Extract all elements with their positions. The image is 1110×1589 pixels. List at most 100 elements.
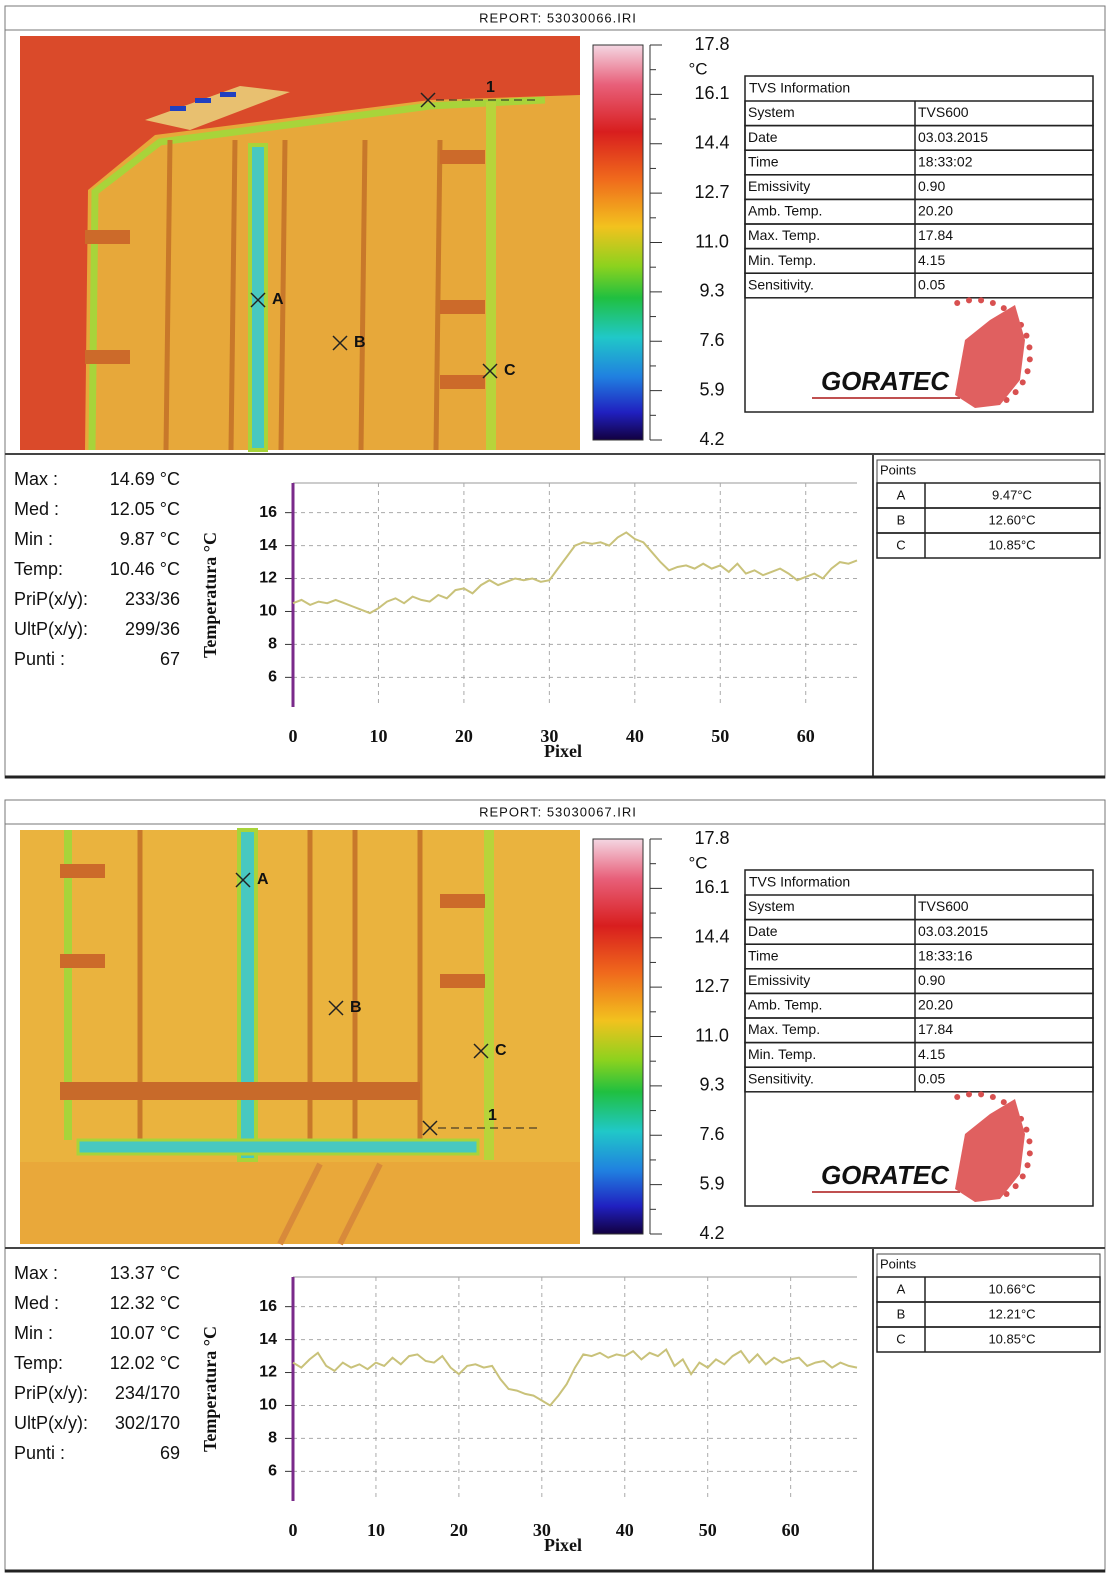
stat-value: 234/170	[115, 1383, 180, 1403]
lamp-cell	[195, 98, 211, 103]
stat-value: 10.46 °C	[110, 559, 180, 579]
logo-star	[1024, 1162, 1031, 1169]
point-value: 12.21°C	[988, 1306, 1035, 1321]
colorbar-label: 16.1	[694, 83, 729, 103]
stat-value: 69	[160, 1443, 180, 1463]
stat-value: 12.05 °C	[110, 499, 180, 519]
bracket	[440, 375, 485, 389]
info-title: TVS Information	[749, 80, 850, 96]
colorbar-label: 9.3	[699, 281, 724, 301]
logo-star	[1024, 368, 1031, 375]
stat-label: Max :	[14, 1263, 58, 1283]
x-tick-label: 30	[533, 1520, 551, 1540]
colorbar-label: 11.0	[695, 231, 729, 251]
hot-area	[20, 36, 580, 450]
colorbar-label: 17.8	[694, 828, 729, 848]
logo-map	[955, 1099, 1025, 1202]
x-tick-label: 0	[289, 726, 298, 746]
point-value: 10.85°C	[988, 1331, 1035, 1346]
marker-cross	[328, 1000, 344, 1016]
x-tick-label: 60	[797, 726, 815, 746]
logo-star	[954, 1093, 961, 1100]
info-value: 4.15	[918, 1046, 945, 1062]
marker-label: C	[504, 362, 516, 379]
stat-value: 302/170	[115, 1413, 180, 1433]
colorbar-label: 16.1	[694, 877, 729, 897]
points-title: Points	[880, 462, 917, 477]
y-tick-label: 10	[259, 1397, 277, 1414]
x-axis-label: Pixel	[544, 1535, 582, 1555]
rib	[163, 139, 173, 451]
y-tick-label: 12	[259, 570, 277, 587]
colorbar-label: 7.6	[699, 330, 724, 350]
logo-star	[1026, 1150, 1033, 1157]
info-label: Emissivity	[748, 972, 810, 988]
x-tick-label: 50	[699, 1520, 717, 1540]
info-label: System	[748, 898, 795, 914]
cold-band	[76, 1138, 480, 1156]
marker-label: 1	[488, 1107, 497, 1124]
marker-cross	[420, 92, 436, 108]
marker-label: A	[272, 291, 284, 308]
marker-label: B	[354, 334, 366, 351]
marker-cross	[422, 1120, 438, 1136]
point-name: B	[897, 1306, 906, 1321]
x-tick-label: 10	[369, 726, 387, 746]
logo: GORATEC	[821, 1160, 950, 1190]
x-axis-label: Pixel	[544, 741, 582, 761]
logo-star	[1019, 1173, 1026, 1180]
colorbar-label: 11.0	[695, 1025, 729, 1045]
bracket	[60, 864, 105, 878]
info-table	[744, 869, 1094, 1207]
x-tick-label: 40	[626, 726, 644, 746]
info-label: Sensitivity.	[748, 1070, 814, 1086]
info-value: 0.05	[918, 276, 945, 292]
logo-star	[1000, 1099, 1007, 1106]
x-tick-label: 40	[616, 1520, 634, 1540]
logo-star	[978, 1091, 985, 1098]
y-tick-label: 6	[268, 1463, 277, 1480]
y-tick-label: 6	[268, 669, 277, 686]
info-value: 0.90	[918, 972, 945, 988]
x-tick-label: 30	[540, 726, 558, 746]
strut	[337, 1162, 383, 1246]
logo: GORATEC	[821, 366, 950, 396]
y-tick-label: 14	[259, 1331, 277, 1348]
point-value: 12.60°C	[988, 512, 1035, 527]
info-label: Min. Temp.	[748, 252, 816, 268]
logo-star	[978, 297, 985, 304]
stat-label: Punti :	[14, 1443, 65, 1463]
bracket	[85, 230, 130, 244]
stat-value: 12.32 °C	[110, 1293, 180, 1313]
colorbar-label: 12.7	[694, 182, 729, 202]
lamp-cell	[220, 92, 236, 97]
points-row	[876, 482, 1101, 509]
profile-line	[292, 1347, 858, 1407]
marker-label: B	[350, 999, 362, 1016]
bracket	[440, 150, 485, 164]
report-title: REPORT: 53030067.IRI	[479, 804, 637, 819]
stat-value: 9.87 °C	[120, 529, 180, 549]
logo-map	[955, 305, 1025, 408]
info-title: TVS Information	[749, 874, 850, 890]
x-tick-label: 0	[289, 1520, 298, 1540]
info-value: 20.20	[918, 203, 953, 219]
point-name: A	[897, 487, 906, 502]
left-edge	[64, 830, 72, 1140]
bracket	[60, 954, 105, 968]
marker-cross	[473, 1043, 489, 1059]
info-label: Min. Temp.	[748, 1046, 816, 1062]
stat-label: Min :	[14, 1323, 53, 1343]
colorbar-label: 17.8	[694, 34, 729, 54]
marker-cross	[235, 872, 251, 888]
bracket	[85, 350, 130, 364]
info-label: System	[748, 104, 795, 120]
logo-star	[1012, 1183, 1019, 1190]
marker-label: C	[495, 1042, 507, 1059]
info-value: TVS600	[918, 898, 969, 914]
point-name: C	[896, 537, 905, 552]
logo-star	[966, 297, 973, 304]
marker-cross	[250, 292, 266, 308]
info-value: 0.90	[918, 178, 945, 194]
